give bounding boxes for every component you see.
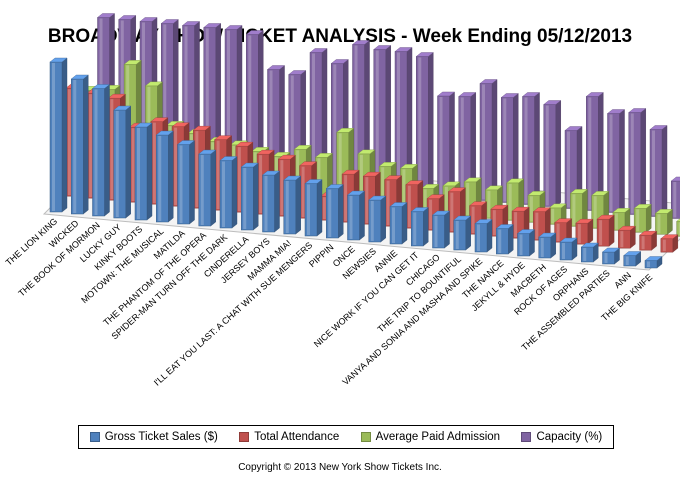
legend-swatch-gross — [89, 432, 100, 442]
bar-0-10 — [261, 170, 281, 233]
legend-label-capacity: Capacity (%) — [536, 431, 603, 443]
bar-3-13 — [373, 45, 392, 191]
bar-1-28 — [660, 234, 679, 253]
bar-0-20 — [474, 219, 493, 253]
bar-3-14 — [394, 47, 413, 193]
bar-3-15 — [415, 52, 434, 195]
bar-0-19 — [453, 215, 472, 251]
bar-1-22 — [532, 207, 551, 241]
bar-0-13 — [325, 184, 344, 239]
bar-3-10 — [309, 48, 328, 185]
bar-0-24 — [559, 237, 578, 261]
bar-0-23 — [538, 232, 557, 259]
legend-item-gross: Gross Ticket Sales ($) — [89, 431, 218, 443]
bar-0-1 — [70, 74, 89, 215]
bar-0-17 — [410, 207, 429, 247]
bar-3-18 — [479, 79, 498, 201]
bar-0-3 — [113, 105, 132, 219]
bar-0-25 — [580, 242, 599, 263]
bar-3-16 — [436, 91, 456, 197]
legend-label-avg-paid: Average Paid Admission — [375, 431, 501, 443]
legend-swatch-attendance — [239, 432, 250, 442]
legend-item-attendance: Total Attendance — [239, 431, 339, 443]
legend-swatch-avg-paid — [360, 432, 371, 442]
bar-3-25 — [628, 108, 647, 215]
bar-0-6 — [176, 140, 196, 225]
bar-1-26 — [617, 225, 636, 249]
legend-label-attendance: Total Attendance — [254, 431, 340, 443]
bar-3-21 — [543, 100, 562, 207]
bar-0-18 — [431, 210, 451, 249]
bar-3-22 — [564, 126, 583, 209]
bar-3-7 — [245, 30, 264, 179]
bar-1-23 — [554, 218, 573, 243]
legend-item-capacity: Capacity (%) — [521, 431, 602, 443]
bar-0-16 — [389, 202, 408, 245]
bar-2-26 — [633, 203, 652, 233]
bar-0-12 — [304, 179, 323, 237]
bar-0-9 — [240, 162, 259, 231]
bar-3-20 — [521, 92, 541, 205]
bar-0-4 — [134, 122, 153, 221]
legend: Gross Ticket Sales ($) Total Attendance … — [78, 425, 614, 449]
bar-0-26 — [601, 247, 621, 265]
bar-1-25 — [596, 214, 615, 247]
legend-item-avg-paid: Average Paid Admission — [360, 431, 501, 443]
bar-0-0 — [49, 57, 68, 213]
bar-2-28 — [676, 218, 680, 237]
legend-label-gross: Gross Ticket Sales ($) — [104, 431, 218, 443]
copyright-text: Copyright © 2013 New York Show Tickets I… — [238, 462, 442, 473]
bar-3-19 — [500, 93, 519, 203]
bar-3-27 — [670, 176, 680, 219]
bar-0-21 — [495, 224, 514, 255]
bar-0-27 — [623, 251, 642, 267]
bar-3-26 — [649, 125, 668, 217]
bar-0-14 — [346, 190, 366, 241]
bar-3-23 — [585, 92, 604, 211]
bar-1-24 — [575, 218, 594, 245]
bar-2-25 — [612, 207, 631, 231]
bar-0-2 — [91, 84, 111, 217]
bar-0-28 — [644, 256, 663, 269]
bar-3-24 — [606, 109, 626, 213]
bar-0-5 — [155, 130, 174, 223]
bar-0-22 — [516, 229, 536, 257]
bar-0-7 — [198, 149, 217, 227]
bar-0-8 — [219, 156, 238, 229]
bar-0-11 — [283, 175, 302, 235]
bar-1-27 — [639, 230, 658, 251]
legend-swatch-capacity — [521, 432, 532, 442]
bar-2-27 — [654, 208, 674, 235]
bar-2-23 — [569, 188, 589, 227]
bar-0-15 — [368, 195, 387, 243]
